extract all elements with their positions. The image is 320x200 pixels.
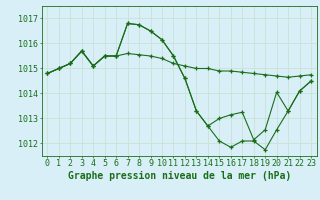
X-axis label: Graphe pression niveau de la mer (hPa): Graphe pression niveau de la mer (hPa) (68, 171, 291, 181)
